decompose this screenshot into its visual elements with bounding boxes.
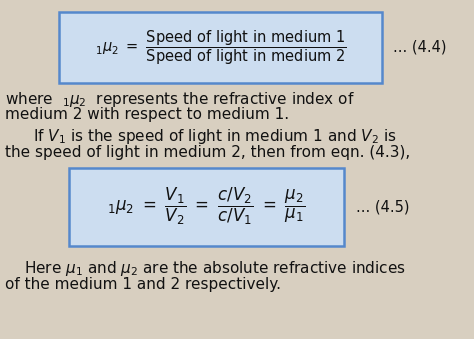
Text: ... (4.4): ... (4.4) bbox=[393, 40, 447, 55]
Text: ... (4.5): ... (4.5) bbox=[356, 199, 409, 214]
Text: where  $_{1}\mu_{2}$  represents the refractive index of: where $_{1}\mu_{2}$ represents the refra… bbox=[5, 90, 355, 109]
Text: the speed of light in medium 2, then from eqn. (4.3),: the speed of light in medium 2, then fro… bbox=[5, 145, 410, 160]
FancyBboxPatch shape bbox=[59, 12, 382, 83]
Text: of the medium 1 and 2 respectively.: of the medium 1 and 2 respectively. bbox=[5, 277, 281, 292]
Text: If $V_{1}$ is the speed of light in medium 1 and $V_{2}$ is: If $V_{1}$ is the speed of light in medi… bbox=[33, 127, 397, 146]
Text: Here $\mu_{1}$ and $\mu_{2}$ are the absolute refractive indices: Here $\mu_{1}$ and $\mu_{2}$ are the abs… bbox=[24, 259, 406, 278]
Text: $_{1}\mu_{2}\ =\ \dfrac{\mathrm{Speed\ of\ light\ in\ medium\ 1}}{\mathrm{Speed\: $_{1}\mu_{2}\ =\ \dfrac{\mathrm{Speed\ o… bbox=[95, 28, 346, 67]
FancyBboxPatch shape bbox=[69, 168, 344, 246]
Text: $_{1}\mu_{2}\ =\ \dfrac{V_{1}}{V_{2}}\ =\ \dfrac{c/V_{2}}{c/V_{1}}\ =\ \dfrac{\m: $_{1}\mu_{2}\ =\ \dfrac{V_{1}}{V_{2}}\ =… bbox=[107, 186, 305, 227]
Text: medium 2 with respect to medium 1.: medium 2 with respect to medium 1. bbox=[5, 107, 289, 122]
